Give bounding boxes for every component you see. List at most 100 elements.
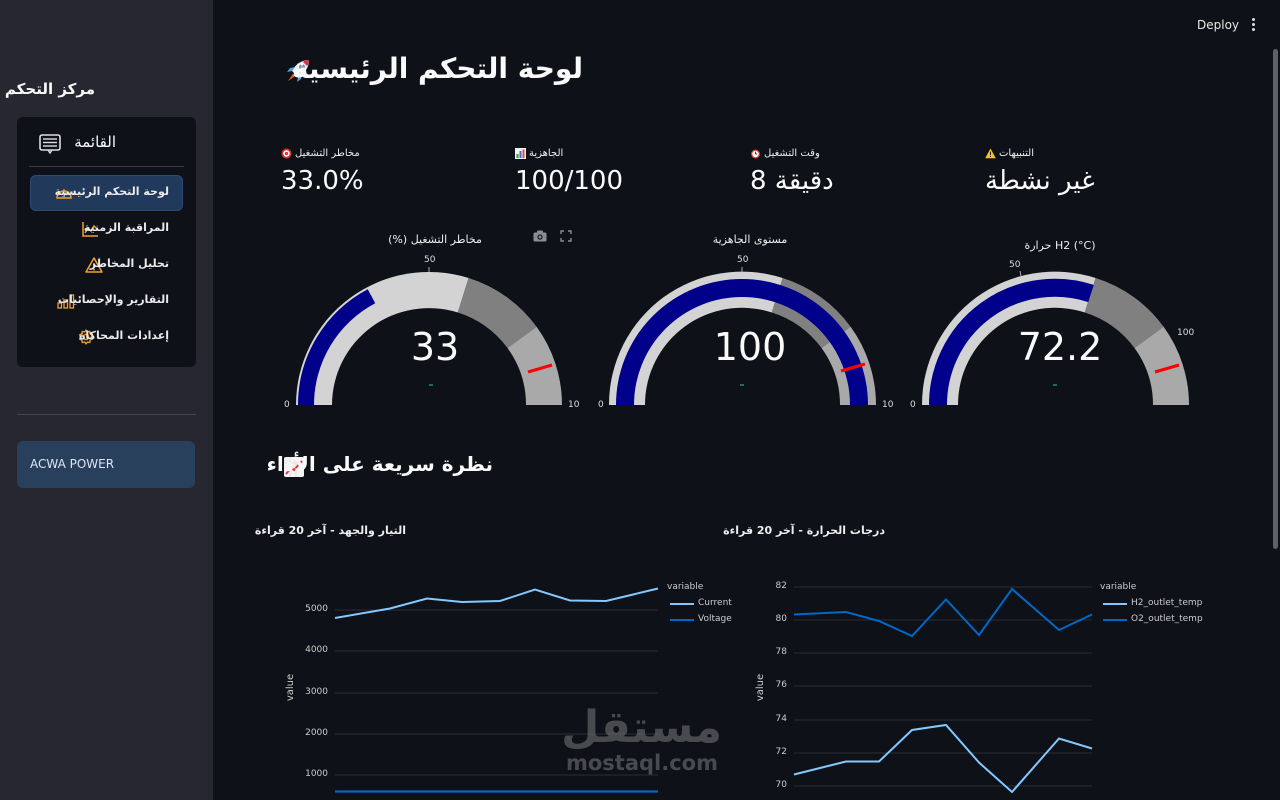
menu-title: القائمة: [74, 133, 116, 151]
nav-item-time-monitoring[interactable]: المراقبة الزمنية: [30, 211, 183, 247]
sidebar-divider: [17, 414, 196, 415]
y-tick: 80: [775, 614, 787, 624]
main-scrollbar[interactable]: [1273, 49, 1278, 549]
gauge-tick-min: 0: [910, 400, 916, 410]
chart-toolbar: [533, 229, 573, 243]
y-axis-label: value: [285, 673, 297, 702]
chart-plot-area: [334, 587, 694, 793]
metric-value: دقيقة 8: [750, 166, 834, 196]
warning-icon: [985, 148, 996, 159]
gauge-value: 100: [713, 325, 787, 369]
deploy-button[interactable]: Deploy: [1197, 18, 1240, 32]
bar-chart-icon: [515, 148, 526, 159]
alarm-clock-icon: [751, 149, 760, 159]
gauge-tick-mid: 50: [1009, 260, 1021, 270]
gauge-tick-min: 0: [598, 400, 604, 410]
metric-label: التنبيهات: [999, 148, 1034, 159]
y-tick: 3000: [305, 687, 328, 697]
y-axis-label: value: [755, 673, 767, 702]
gauge-title: (%) مخاطر التشغيل: [388, 233, 482, 246]
metric-value: غير نشطة: [985, 166, 1095, 196]
brand-info-box: ACWA POWER: [17, 441, 195, 488]
legend-item-o2-outlet-temp[interactable]: O2_outlet_temp: [1131, 614, 1203, 624]
gauge-arc: [921, 270, 1189, 406]
nav-item-label: المراقبة الزمنية: [83, 221, 169, 234]
metric-value: 100/100: [515, 166, 624, 196]
sidebar-title: مركز التحكم: [4, 80, 95, 98]
nav-item-label: تحليل المخاطر: [89, 257, 169, 270]
chart-increasing-icon: [284, 457, 304, 477]
y-tick: 76: [775, 680, 787, 690]
gauge-value: 33: [410, 325, 460, 369]
section-title: نظرة سريعة على الأداء: [267, 450, 493, 484]
gauge-tick-min: 0: [284, 400, 290, 410]
metric-label: وقت التشغيل: [764, 148, 820, 159]
metric-label: مخاطر التشغيل: [295, 148, 360, 159]
nav-item-label: لوحة التحكم الرئيسية: [54, 185, 169, 198]
y-tick: 1000: [305, 769, 328, 779]
gauge-arc: [296, 267, 562, 406]
gauge-tick-mid: 50: [424, 255, 436, 265]
menu-list-icon: [39, 134, 61, 154]
menu-divider: [29, 166, 184, 167]
rocket-icon: [287, 60, 309, 82]
legend-item-voltage[interactable]: Voltage: [698, 614, 732, 624]
gauge-value: 72.2: [1017, 325, 1103, 369]
line-chart-icon: [82, 222, 98, 237]
chart-temperatures: 82 80 78 76 74 72 70 value variable H2_o…: [745, 560, 1215, 800]
speedometer-icon: [56, 189, 72, 199]
chart-temperature-title: درجات الحرارة - آخر 20 قراءة: [723, 524, 885, 537]
gauge-tick-mid: 50: [737, 255, 749, 265]
gauge-h2-temperature: حرارة H2 (°C) 50 0 100 72.2: [905, 225, 1215, 415]
camera-icon[interactable]: [533, 230, 547, 242]
fullscreen-icon[interactable]: [560, 230, 572, 242]
metric-value: 33.0%: [281, 166, 364, 196]
metric-uptime: وقت التشغيل دقيقة 8: [750, 146, 950, 206]
menu-header: القائمة: [17, 131, 196, 159]
bar-chart-icon: [57, 294, 75, 309]
gear-icon: [78, 329, 94, 345]
legend-item-h2-outlet-temp[interactable]: H2_outlet_temp: [1131, 598, 1203, 608]
y-tick: 72: [775, 747, 787, 757]
y-tick: 4000: [305, 645, 328, 655]
gauge-readiness: مستوى الجاهزية 50 0 10 100: [595, 225, 905, 415]
section-title-text: نظرة سريعة على الأداء: [266, 452, 493, 476]
nav-item-risk-analysis[interactable]: تحليل المخاطر: [30, 247, 183, 283]
kebab-menu-icon[interactable]: [1246, 17, 1260, 33]
legend-item-current[interactable]: Current: [698, 598, 732, 608]
chart-current-voltage-title: التيار والجهد - آخر 20 قراءة: [254, 524, 406, 537]
gauge-title: حرارة H2 (°C): [1024, 239, 1096, 252]
y-tick: 82: [775, 581, 787, 591]
y-tick: 5000: [305, 604, 328, 614]
y-tick: 70: [775, 780, 787, 790]
nav-item-label: إعدادات المحاكاة: [78, 329, 169, 342]
warning-icon: [85, 257, 103, 273]
metric-alerts: التنبيهات غير نشطة: [985, 146, 1185, 206]
metric-readiness: الجاهزية 100/100: [515, 146, 715, 206]
chart-plot-area: [793, 586, 1127, 794]
gauge-operation-risk: (%) مخاطر التشغيل 50 0 10 33: [280, 225, 590, 415]
target-icon: [281, 148, 292, 159]
nav-item-simulation-settings[interactable]: إعدادات المحاكاة: [30, 319, 183, 355]
nav-menu: القائمة لوحة التحكم الرئيسية المراقبة ال…: [17, 117, 196, 367]
gauge-title: مستوى الجاهزية: [712, 233, 788, 246]
legend-title: variable: [667, 582, 704, 592]
brand-label: ACWA POWER: [30, 457, 115, 471]
page-title-text: لوحة التحكم الرئيسية: [291, 52, 583, 85]
sidebar: مركز التحكم القائمة لوحة: [0, 0, 213, 800]
nav-item-label: التقارير والإحصائيات: [57, 293, 169, 306]
gauge-tick-max: 10: [882, 400, 894, 410]
gauge-arc: [608, 267, 876, 406]
nav-item-reports[interactable]: التقارير والإحصائيات: [30, 283, 183, 319]
metric-label: الجاهزية: [529, 148, 564, 159]
nav-item-main-dashboard[interactable]: لوحة التحكم الرئيسية: [30, 175, 183, 211]
y-tick: 78: [775, 647, 787, 657]
chart-current-voltage: 5000 4000 3000 2000 1000 value variable …: [275, 560, 745, 800]
y-tick: 74: [775, 714, 787, 724]
legend-title: variable: [1100, 582, 1137, 592]
gauge-tick-max: 100: [1177, 328, 1195, 338]
y-tick: 2000: [305, 728, 328, 738]
gauge-tick-max: 10: [568, 400, 580, 410]
page-title: لوحة التحكم الرئيسية: [283, 50, 603, 94]
